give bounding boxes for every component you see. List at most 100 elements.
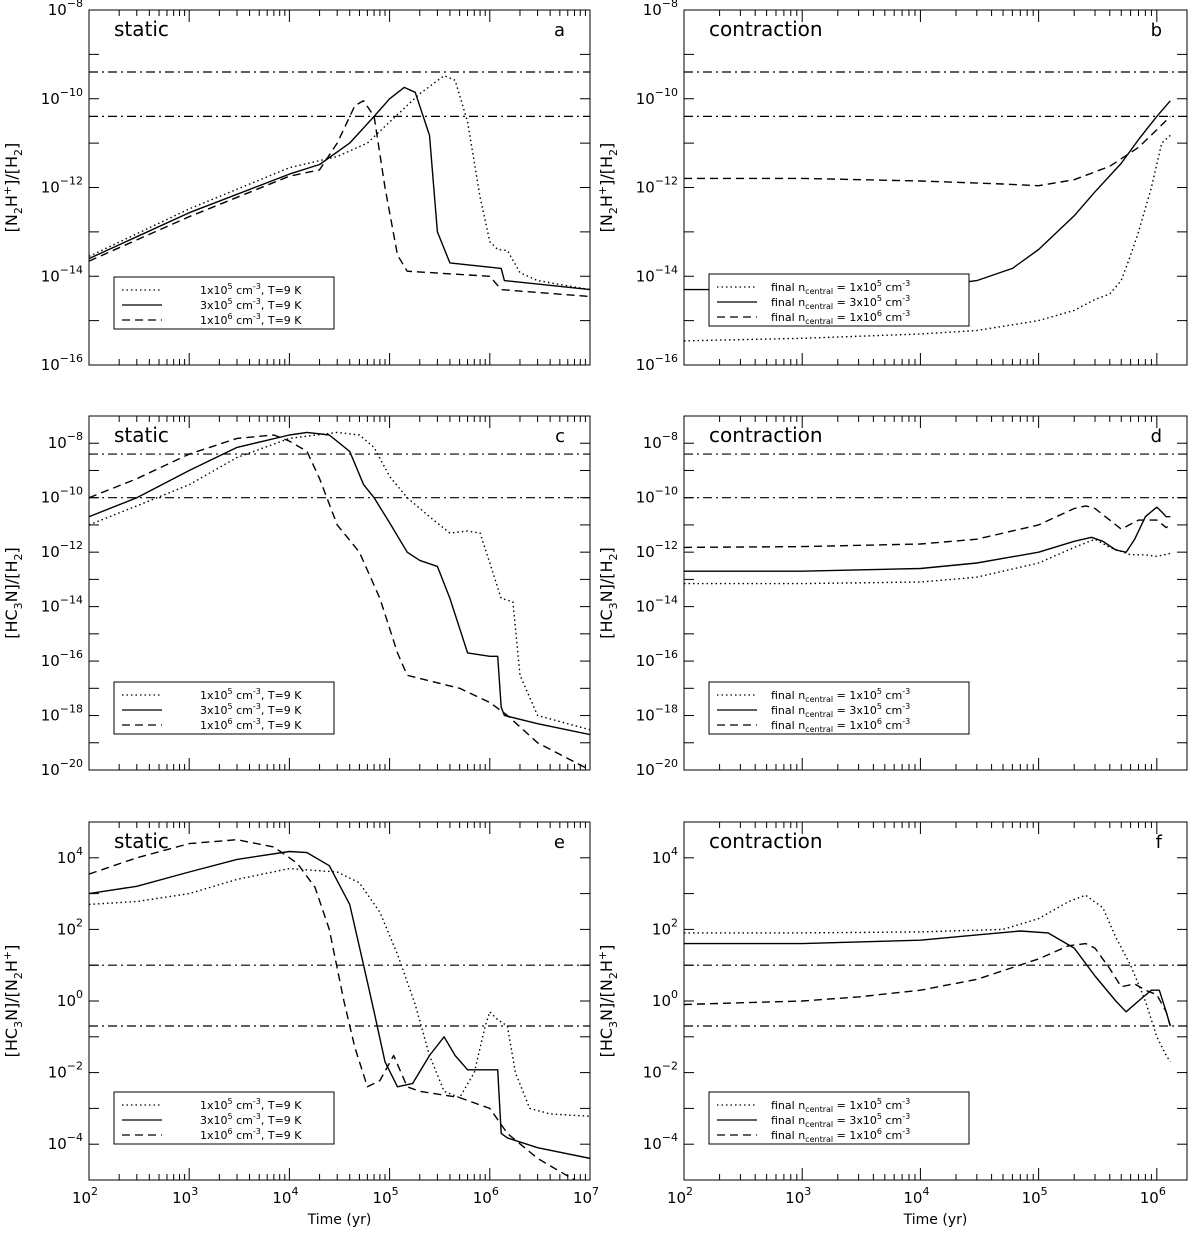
legend-entry: final ncentral = 3x105 cm-3	[771, 294, 910, 311]
x-axis-label: Time (yr)	[903, 1212, 968, 1228]
plot-frame-c	[88, 415, 591, 771]
y-tick-label: 10−2	[643, 1060, 678, 1082]
series-line-dashed	[684, 505, 1171, 549]
y-tick-label: 10−16	[41, 648, 83, 670]
panel-letter: d	[1151, 426, 1162, 447]
y-tick-label: 10−10	[41, 485, 83, 507]
x-tick-label: 106	[1140, 1185, 1166, 1207]
series-line-dashed	[684, 942, 1171, 1027]
series-line-solid	[684, 100, 1171, 291]
legend-entry: 1x106 cm-3, T=9 K	[200, 717, 302, 732]
series-group	[89, 75, 590, 298]
x-tick-label: 105	[373, 1185, 399, 1207]
x-tick-label: 106	[473, 1185, 499, 1207]
legend-entry: 3x105 cm-3, T=9 K	[200, 1112, 302, 1127]
legend-entry: final ncentral = 1x106 cm-3	[771, 1127, 910, 1144]
panel-d: 10−20 10−18 10−16 10−14 10−12 10−10 10−8 [HC3N]…	[597, 415, 1188, 779]
series-line-solid	[89, 431, 590, 736]
panel-letter: b	[1151, 20, 1162, 41]
series-line-solid	[89, 86, 590, 291]
x-tick-label: 102	[667, 1185, 693, 1207]
x-tick-label: 105	[1022, 1185, 1048, 1207]
series-line-dotted	[684, 894, 1171, 1063]
y-tick-label: 10−10	[636, 485, 678, 507]
y-tick-label: 10−10	[636, 86, 678, 108]
panel-title: static	[114, 829, 169, 853]
y-tick-label: 10−12	[636, 539, 678, 561]
panel-a: 10−16 10−14 10−12 10−10 10−8 [N2H+]/[H2] stati…	[1, 0, 591, 374]
legend-box	[708, 273, 970, 327]
legend-entry: 1x106 cm-3, T=9 K	[200, 1127, 302, 1142]
x-tick-label: 104	[903, 1185, 929, 1207]
series-line-dashed	[89, 839, 575, 1180]
panel-title: contraction	[709, 423, 823, 447]
panel-letter: f	[1156, 832, 1163, 853]
legend-entry: final ncentral = 1x105 cm-3	[771, 279, 910, 296]
y-tick-label: 10−20	[41, 757, 83, 779]
x-tick-label: 107	[573, 1185, 599, 1207]
y-tick-label: 10−12	[41, 175, 83, 197]
y-tick-label: 10−8	[48, 0, 83, 19]
y-tick-label: 10−16	[41, 352, 83, 374]
legend-entry: final ncentral = 1x106 cm-3	[771, 717, 910, 734]
y-tick-label: 10−20	[636, 757, 678, 779]
y-axis-label: [HC3N]/[H2]	[2, 547, 25, 639]
series-line-solid	[684, 506, 1171, 572]
panel-letter: c	[555, 426, 565, 447]
y-tick-label: 10−4	[48, 1131, 83, 1153]
legend-entry: final ncentral = 1x105 cm-3	[771, 687, 910, 704]
y-axis-label: [N2H+]/[H2]	[596, 143, 620, 233]
y-axis-label: [HC3N]/[H2]	[597, 547, 620, 639]
series-line-solid	[89, 850, 590, 1160]
legend-entry: 3x105 cm-3, T=9 K	[200, 702, 302, 717]
series-group	[684, 505, 1171, 585]
panel-title: contraction	[709, 829, 823, 853]
y-tick-label: 104	[652, 845, 678, 867]
legend-entry: 1x106 cm-3, T=9 K	[200, 312, 302, 327]
legend-entry: final ncentral = 3x105 cm-3	[771, 702, 910, 719]
x-tick-label: 104	[272, 1185, 298, 1207]
panel-title: contraction	[709, 17, 823, 41]
panel-e: 10−4 10−2 100 102 104 102 103 104 105 106 107 Time …	[1, 821, 599, 1228]
panel-c: 10−20 10−18 10−16 10−14 10−12 10−10 10−8 [HC3N]…	[2, 415, 591, 779]
series-line-dotted	[89, 75, 590, 291]
y-tick-label: 10−4	[643, 1131, 678, 1153]
y-tick-label: 10−8	[643, 430, 678, 452]
x-axis-label: Time (yr)	[307, 1212, 372, 1228]
legend-entry: 1x105 cm-3, T=9 K	[200, 687, 302, 702]
legend-box	[708, 1091, 970, 1145]
series-line-dotted	[89, 867, 590, 1117]
x-tick-label: 103	[172, 1185, 198, 1207]
series-line-dashed	[89, 434, 590, 770]
series-line-dotted	[684, 134, 1171, 342]
panel-f: 10−4 10−2 100 102 104 102 103 104 105 106 Time (yr…	[596, 821, 1188, 1228]
series-line-solid	[684, 930, 1171, 1027]
y-tick-label: 100	[652, 988, 678, 1010]
panel-letter: e	[554, 832, 565, 853]
panel-b: 10−16 10−14 10−12 10−10 10−8 [N2H+]/[H2] contr…	[596, 0, 1188, 374]
legend-entry: 1x105 cm-3, T=9 K	[200, 282, 302, 297]
panel-title: static	[114, 17, 169, 41]
y-tick-label: 10−18	[41, 703, 83, 725]
y-tick-label: 10−16	[636, 352, 678, 374]
series-group	[89, 431, 590, 770]
y-tick-label: 10−14	[41, 263, 83, 285]
legend-entry: 3x105 cm-3, T=9 K	[200, 297, 302, 312]
y-axis-label: [N2H+]/[H2]	[1, 143, 25, 233]
plot-frame-d	[683, 415, 1188, 771]
y-tick-label: 10−18	[636, 703, 678, 725]
y-tick-label: 10−8	[48, 430, 83, 452]
y-tick-label: 10−14	[41, 594, 83, 616]
y-tick-label: 104	[57, 845, 83, 867]
series-line-dashed	[684, 115, 1171, 187]
y-tick-label: 10−8	[643, 0, 678, 19]
y-tick-label: 10−2	[48, 1060, 83, 1082]
y-axis-label: [HC3N]/[N2H+]	[596, 945, 620, 1058]
legend-box	[708, 681, 970, 735]
y-tick-label: 102	[57, 916, 83, 938]
y-tick-label: 10−16	[636, 648, 678, 670]
series-line-dashed	[89, 100, 590, 298]
panel-title: static	[114, 423, 169, 447]
x-tick-label: 102	[72, 1185, 98, 1207]
x-tick-label: 103	[785, 1185, 811, 1207]
